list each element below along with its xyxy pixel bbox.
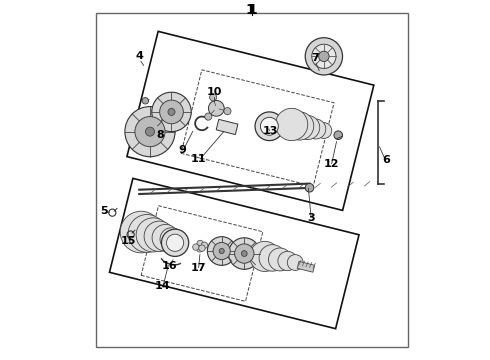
- Circle shape: [160, 228, 183, 251]
- Circle shape: [193, 244, 199, 250]
- Circle shape: [207, 237, 236, 265]
- Circle shape: [242, 251, 247, 256]
- Circle shape: [213, 242, 230, 260]
- Text: 10: 10: [207, 87, 222, 97]
- Polygon shape: [181, 70, 334, 186]
- Circle shape: [260, 117, 278, 135]
- Circle shape: [269, 248, 292, 271]
- Polygon shape: [216, 120, 238, 135]
- Circle shape: [152, 92, 191, 132]
- Circle shape: [286, 112, 314, 140]
- Circle shape: [228, 238, 260, 269]
- Circle shape: [208, 100, 224, 116]
- Circle shape: [278, 251, 297, 271]
- Polygon shape: [109, 179, 359, 329]
- Text: 14: 14: [155, 281, 171, 291]
- Circle shape: [287, 255, 303, 270]
- Circle shape: [199, 245, 205, 251]
- Text: 11: 11: [191, 153, 206, 163]
- Polygon shape: [297, 261, 315, 272]
- Text: 16: 16: [162, 261, 177, 271]
- Circle shape: [160, 100, 183, 124]
- Circle shape: [312, 44, 336, 68]
- Text: 17: 17: [191, 263, 206, 273]
- Circle shape: [259, 245, 286, 271]
- Circle shape: [255, 112, 284, 141]
- Circle shape: [296, 116, 320, 140]
- Circle shape: [136, 218, 171, 252]
- Circle shape: [316, 123, 332, 139]
- Text: 15: 15: [121, 236, 136, 246]
- Text: 7: 7: [311, 53, 319, 63]
- Circle shape: [128, 215, 166, 252]
- Circle shape: [306, 119, 326, 139]
- Text: 1: 1: [247, 3, 257, 17]
- Text: 8: 8: [157, 130, 165, 140]
- Circle shape: [196, 246, 203, 252]
- Circle shape: [167, 234, 184, 251]
- Circle shape: [219, 248, 224, 253]
- Polygon shape: [141, 206, 263, 301]
- Text: 3: 3: [308, 213, 315, 223]
- Circle shape: [210, 94, 217, 101]
- Circle shape: [125, 107, 175, 157]
- Circle shape: [135, 117, 165, 147]
- Text: 6: 6: [383, 155, 391, 165]
- Polygon shape: [127, 31, 374, 210]
- Text: 5: 5: [100, 206, 108, 216]
- Circle shape: [205, 113, 212, 120]
- Circle shape: [224, 108, 231, 115]
- Circle shape: [168, 108, 175, 116]
- Text: 9: 9: [178, 145, 186, 154]
- Text: 1: 1: [245, 3, 255, 17]
- Polygon shape: [147, 117, 172, 136]
- Circle shape: [318, 51, 329, 62]
- Circle shape: [201, 242, 208, 248]
- Circle shape: [250, 241, 280, 271]
- Circle shape: [305, 38, 343, 75]
- Circle shape: [162, 229, 189, 256]
- Circle shape: [334, 131, 343, 140]
- Polygon shape: [96, 13, 408, 347]
- Circle shape: [275, 108, 308, 141]
- Circle shape: [146, 127, 154, 136]
- Text: 12: 12: [323, 159, 339, 169]
- Circle shape: [152, 224, 179, 251]
- Circle shape: [120, 211, 162, 253]
- Circle shape: [142, 98, 148, 104]
- Circle shape: [197, 240, 203, 247]
- Text: 13: 13: [263, 126, 278, 136]
- Circle shape: [144, 221, 174, 252]
- Circle shape: [305, 184, 314, 192]
- Text: 4: 4: [135, 51, 143, 61]
- Circle shape: [235, 244, 254, 263]
